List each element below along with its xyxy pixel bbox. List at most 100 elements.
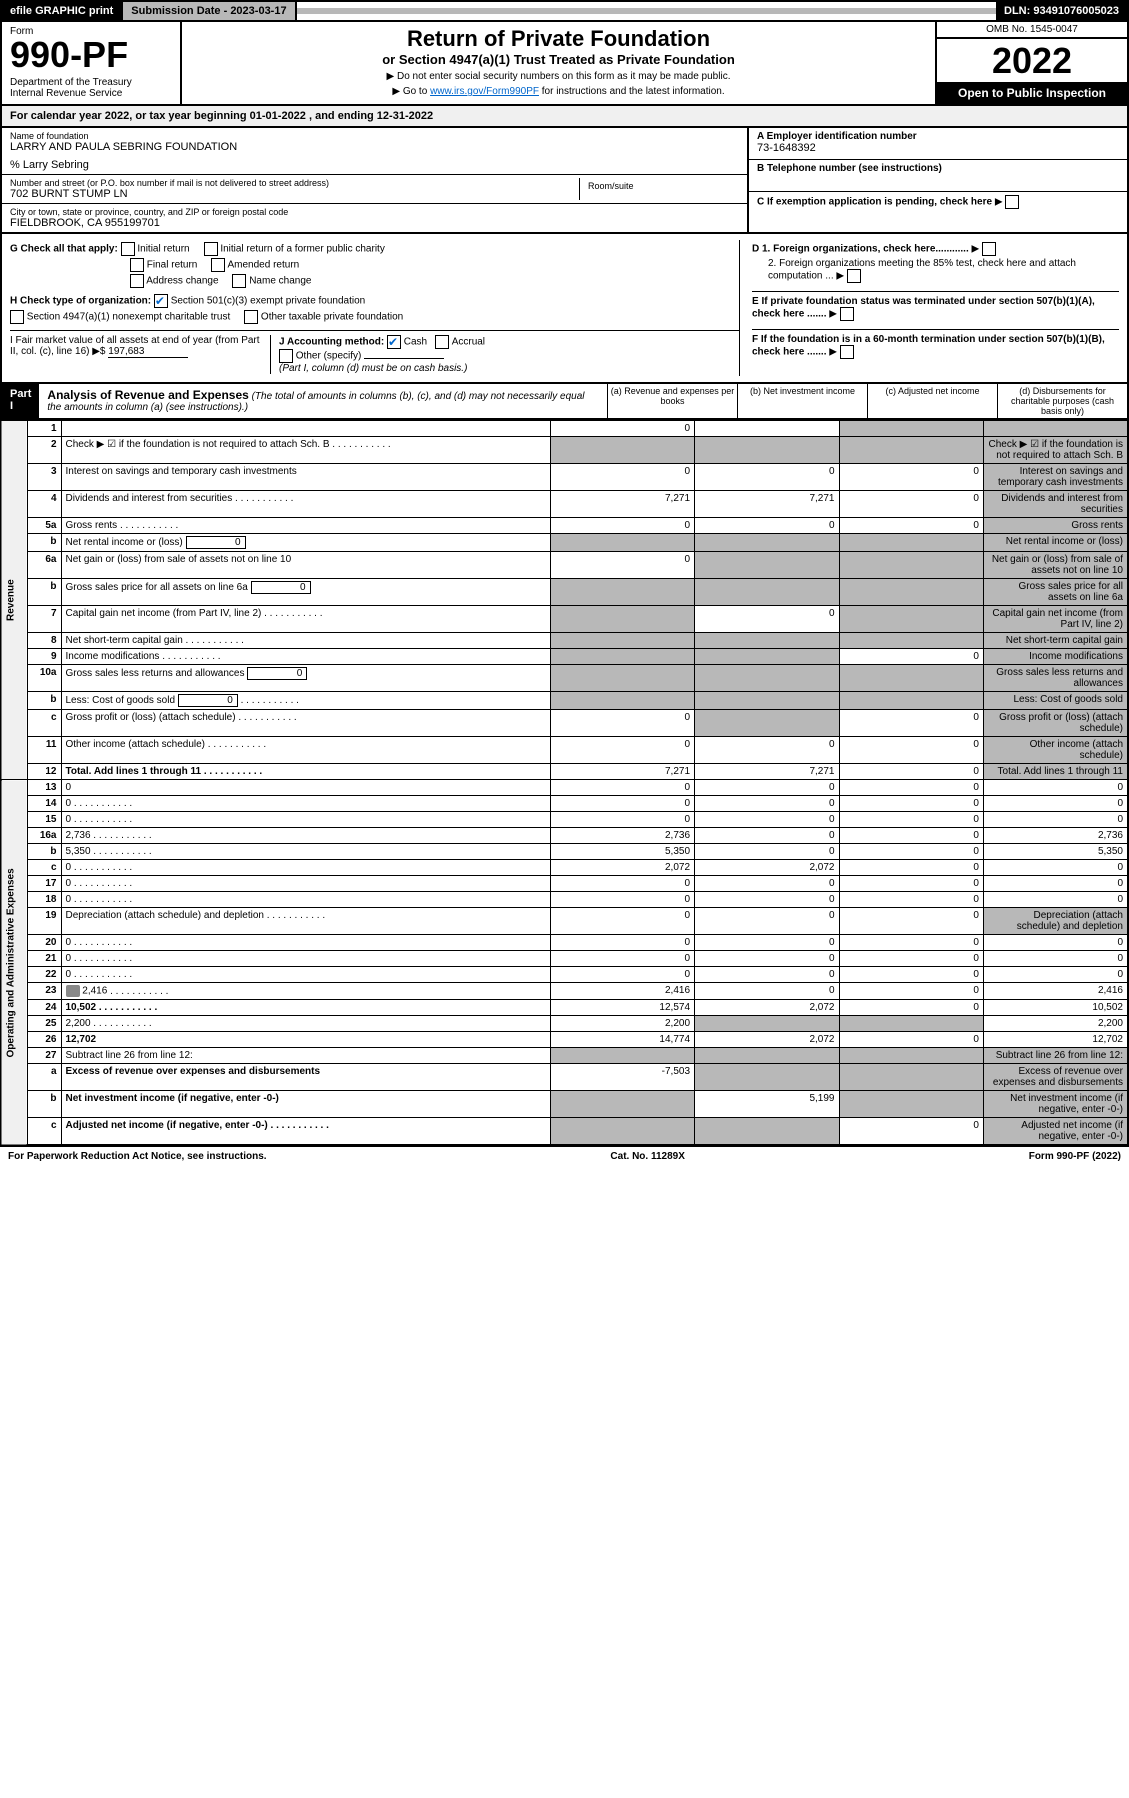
irs-link[interactable]: www.irs.gov/Form990PF (430, 86, 539, 97)
cell: 0 (695, 780, 839, 796)
c-checkbox[interactable] (1005, 195, 1019, 209)
table-row: bNet rental income or (loss) 0Net rental… (1, 534, 1128, 552)
phone-row: B Telephone number (see instructions) (749, 160, 1127, 192)
table-row: 5aGross rents000Gross rents (1, 518, 1128, 534)
j-accrual-cb[interactable] (435, 335, 449, 349)
cell: 7,271 (550, 764, 694, 780)
footer-mid: Cat. No. 11289X (610, 1151, 684, 1162)
dln: DLN: 93491076005023 (996, 2, 1127, 20)
cell: 0 (695, 737, 839, 764)
part1-header-row: Part I Analysis of Revenue and Expenses … (0, 384, 1129, 420)
form-title: Return of Private Foundation (190, 26, 927, 52)
d2-cb[interactable] (847, 269, 861, 283)
cell: 2,072 (550, 860, 694, 876)
line-num: 6a (28, 552, 61, 579)
cell: 0 (550, 967, 694, 983)
desc: Excess of revenue over expenses and disb… (61, 1064, 550, 1091)
d1-cb[interactable] (982, 242, 996, 256)
table-row: Revenue10 (1, 421, 1128, 437)
cell: 0 (695, 876, 839, 892)
cell (839, 579, 983, 606)
check-left: G Check all that apply: Initial return I… (10, 240, 739, 376)
cell: -7,503 (550, 1064, 694, 1091)
phone-label: B Telephone number (see instructions) (757, 163, 1119, 174)
side-label: Revenue (1, 421, 28, 780)
desc (61, 421, 550, 437)
j-other-line (364, 358, 444, 359)
cell: Gross rents (983, 518, 1128, 534)
nested-value: 0 (178, 694, 238, 707)
line-num: a (28, 1064, 61, 1091)
cell: 0 (550, 780, 694, 796)
cell: 0 (839, 951, 983, 967)
table-row: 11Other income (attach schedule)000Other… (1, 737, 1128, 764)
desc: Income modifications (61, 649, 550, 665)
desc: Check ▶ ☑ if the foundation is not requi… (61, 437, 550, 464)
cell: Gross sales less returns and allowances (983, 665, 1128, 692)
desc: 12,702 (61, 1032, 550, 1048)
g-initial-cb[interactable] (121, 242, 135, 256)
cell: 0 (983, 935, 1128, 951)
table-row: 1700000 (1, 876, 1128, 892)
e-cb[interactable] (840, 307, 854, 321)
h-501c3-cb[interactable] (154, 294, 168, 308)
cell: Excess of revenue over expenses and disb… (983, 1064, 1128, 1091)
f-label: F If the foundation is in a 60-month ter… (752, 334, 1105, 358)
g-final-cb[interactable] (130, 258, 144, 272)
form-subtitle: or Section 4947(a)(1) Trust Treated as P… (190, 52, 927, 67)
f-cb[interactable] (840, 345, 854, 359)
cell: 0 (839, 710, 983, 737)
cell: 0 (839, 812, 983, 828)
cell: 14,774 (550, 1032, 694, 1048)
city-state-zip: FIELDBROOK, CA 955199701 (10, 217, 739, 229)
table-row: 10a Gross sales less returns and allowanc… (1, 665, 1128, 692)
cell: 10,502 (983, 1000, 1128, 1016)
g-label: G Check all that apply: (10, 244, 118, 255)
g-initial-former-cb[interactable] (204, 242, 218, 256)
cell (695, 633, 839, 649)
j-cash-cb[interactable] (387, 335, 401, 349)
cell: 0 (839, 844, 983, 860)
room-label: Room/suite (588, 181, 731, 191)
g-name-cb[interactable] (232, 274, 246, 288)
h-row-2: Section 4947(a)(1) nonexempt charitable … (10, 310, 739, 324)
h-4947-cb[interactable] (10, 310, 24, 324)
cell: 0 (550, 935, 694, 951)
table-row: 6aNet gain or (loss) from sale of assets… (1, 552, 1128, 579)
cell (839, 552, 983, 579)
cell: 0 (695, 892, 839, 908)
attachment-icon[interactable] (66, 985, 80, 997)
cell: Subtract line 26 from line 12: (983, 1048, 1128, 1064)
table-row: b5,3505,350005,350 (1, 844, 1128, 860)
desc: 0 (61, 892, 550, 908)
entity-left: Name of foundation LARRY AND PAULA SEBRI… (2, 128, 747, 232)
table-row: 3Interest on savings and temporary cash … (1, 464, 1128, 491)
table-row: 8Net short-term capital gainNet short-te… (1, 633, 1128, 649)
cell: 2,416 (983, 983, 1128, 1000)
city-row: City or town, state or province, country… (2, 204, 747, 232)
cell: 0 (839, 876, 983, 892)
cell: 0 (839, 908, 983, 935)
cell: 0 (983, 876, 1128, 892)
foundation-name: LARRY AND PAULA SEBRING FOUNDATION (10, 141, 739, 153)
cell: 0 (550, 710, 694, 737)
name-label: Name of foundation (10, 131, 739, 141)
h-other-cb[interactable] (244, 310, 258, 324)
j-accrual: Accrual (452, 337, 485, 348)
table-row: 2100000 (1, 951, 1128, 967)
table-row: 7Capital gain net income (from Part IV, … (1, 606, 1128, 633)
table-row: 2Check ▶ ☑ if the foundation is not requ… (1, 437, 1128, 464)
check-right: D 1. Foreign organizations, check here..… (739, 240, 1119, 376)
table-row: bLess: Cost of goods sold 0Less: Cost of… (1, 692, 1128, 710)
efile-label[interactable]: efile GRAPHIC print (2, 2, 123, 20)
cell: 0 (839, 518, 983, 534)
line-num: 10a (28, 665, 61, 692)
g-amended-cb[interactable] (211, 258, 225, 272)
j-other-cb[interactable] (279, 349, 293, 363)
cell: 2,736 (550, 828, 694, 844)
cell: 0 (839, 892, 983, 908)
g-address-cb[interactable] (130, 274, 144, 288)
line-num: 12 (28, 764, 61, 780)
cell (695, 665, 839, 692)
part1-left: Part I Analysis of Revenue and Expenses … (2, 384, 607, 418)
